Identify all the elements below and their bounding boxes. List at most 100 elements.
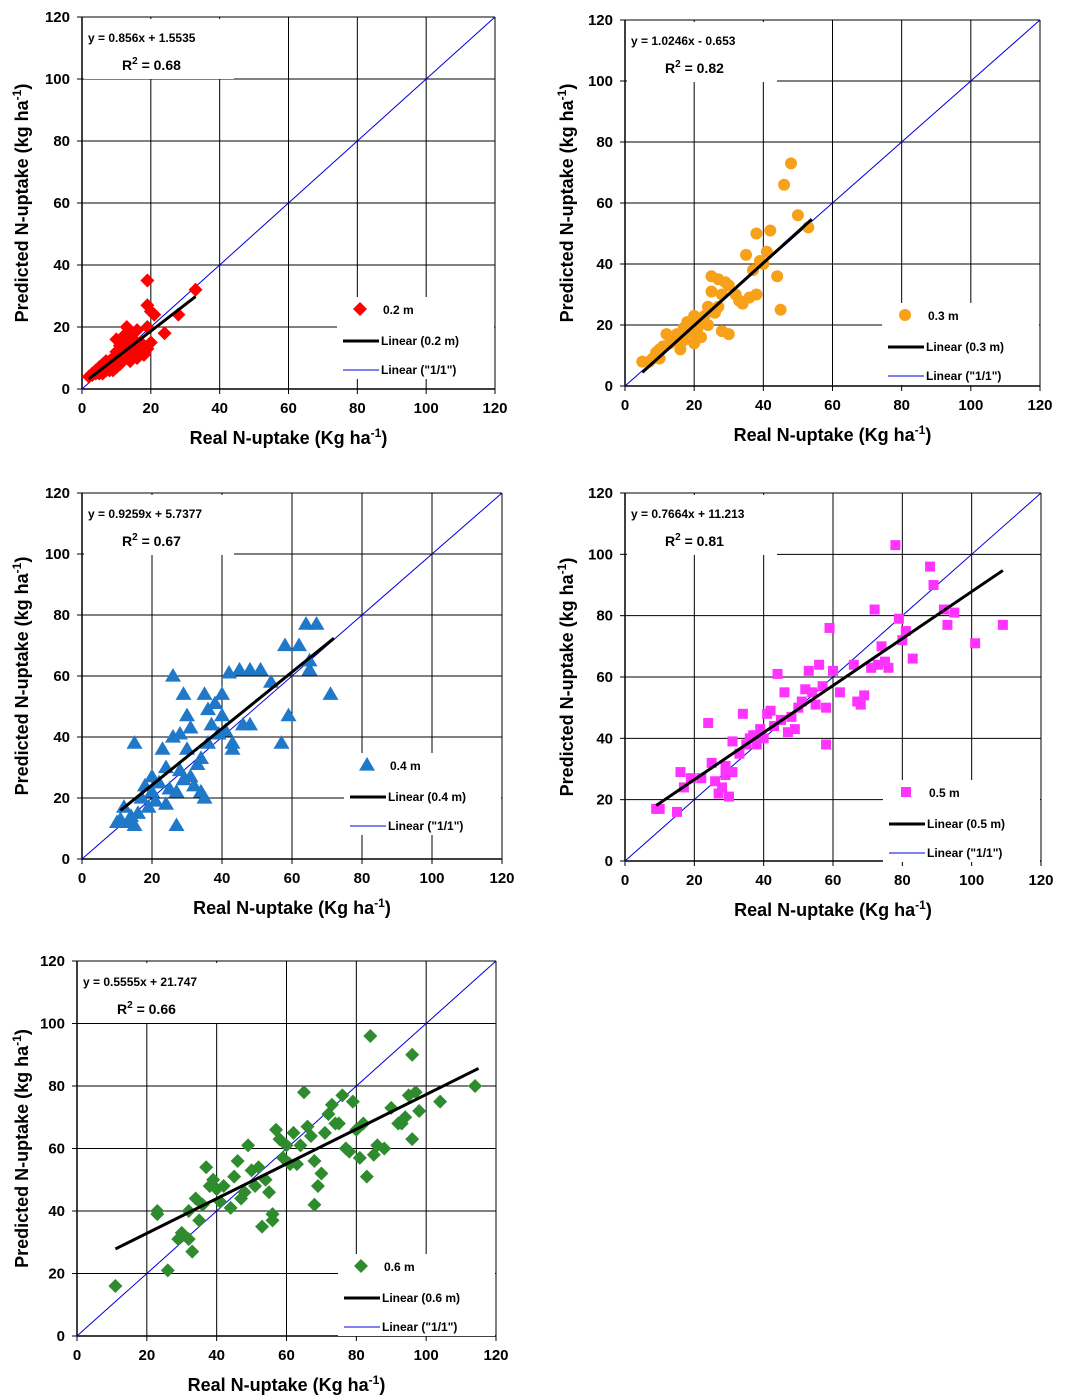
r-squared-prefix: R (122, 57, 132, 73)
y-axis-title: Predicted N-uptake (kg ha-1) (555, 84, 577, 323)
data-point (303, 1129, 318, 1143)
x-axis-title-superscript: -1 (374, 896, 385, 910)
x-tick-label: 0 (621, 872, 629, 889)
data-point (133, 790, 150, 804)
data-point (314, 1166, 329, 1181)
data-point (160, 1263, 175, 1278)
data-point (207, 695, 223, 710)
data-point (308, 616, 325, 630)
data-point (814, 659, 825, 670)
y-axis-title: Predicted N-uptake (kg ha-1) (10, 1029, 32, 1268)
data-point (722, 279, 735, 292)
x-axis-title: Real N-uptake (Kg ha-1) (193, 896, 391, 918)
data-point (175, 686, 192, 700)
y-tick-label: 40 (53, 257, 70, 274)
r-squared-superscript: 2 (127, 1000, 133, 1011)
data-point (727, 767, 738, 778)
data-point (702, 319, 714, 331)
legend-label-trend: Linear (0.3 m) (926, 340, 1004, 354)
y-axis-title-superscript: -1 (10, 562, 24, 573)
data-point (273, 735, 290, 749)
data-point (196, 686, 213, 700)
data-point (172, 725, 188, 740)
data-point (217, 722, 234, 737)
legend-label-trend: Linear (0.6 m) (382, 1291, 460, 1305)
x-tick-label: 80 (893, 397, 910, 414)
data-point (713, 788, 724, 799)
y-tick-label: 20 (53, 319, 70, 336)
data-point (900, 626, 911, 636)
data-point (165, 668, 181, 682)
equation-box (627, 495, 777, 555)
data-points (651, 540, 1008, 817)
x-tick-label: 120 (1028, 872, 1053, 889)
data-point (227, 1169, 242, 1184)
x-axis-title-end: ) (385, 898, 391, 918)
data-point (786, 711, 797, 722)
y-axis-title-text: Predicted N-uptake (kg ha (557, 99, 577, 322)
y-tick-label: 60 (596, 195, 613, 212)
y-tick-label: 20 (53, 790, 70, 807)
data-point (405, 1132, 420, 1147)
x-tick-label: 40 (211, 400, 228, 417)
legend-label-trend: Linear (0.2 m) (381, 334, 459, 348)
x-tick-label: 80 (894, 872, 911, 889)
data-point (298, 616, 314, 630)
data-point (214, 686, 230, 700)
y-axis-title-text: Predicted N-uptake (kg ha (557, 573, 577, 796)
data-point (724, 791, 734, 802)
data-point (468, 1079, 483, 1093)
data-point (216, 1179, 231, 1193)
r-squared-number: = 0.68 (138, 57, 181, 73)
x-tick-label: 80 (348, 1347, 365, 1364)
scatter-chart-0-5m: 0 20 40 60 80 100 120 0 20 40 60 80 100 120 y = 0.7664… (555, 485, 1054, 920)
legend-label-one-to-one: Linear ("1/1") (926, 369, 1001, 383)
y-axis-title: Predicted N-uptake (kg ha-1) (10, 557, 32, 796)
legend-label-series: 0.3 m (928, 309, 959, 323)
x-tick-label: 0 (78, 400, 86, 417)
data-point (108, 1279, 123, 1293)
data-point (296, 1085, 311, 1100)
y-axis-title: Predicted N-uptake (kg ha-1) (555, 558, 577, 797)
data-point (997, 619, 1008, 630)
data-point (703, 718, 714, 728)
y-tick-label: 60 (53, 668, 70, 685)
data-point (869, 604, 880, 615)
x-tick-label: 60 (825, 872, 842, 889)
trend-line (119, 637, 335, 812)
data-point (144, 768, 160, 783)
data-point (179, 741, 195, 755)
y-tick-label: 20 (596, 317, 613, 334)
data-point (848, 659, 859, 670)
scatter-chart-0-2m: 0 20 40 60 80 100 120 0 20 40 60 80 100 120 y = 0.856x… (10, 9, 508, 448)
x-axis-title-end: ) (379, 1375, 385, 1395)
y-tick-label: 100 (45, 71, 70, 88)
data-point (359, 1169, 374, 1184)
x-axis-title-text: Real N-uptake (Kg ha (193, 898, 375, 918)
data-point (322, 686, 339, 700)
data-point (352, 1150, 367, 1165)
data-point (200, 735, 216, 749)
x-axis-title-superscript: -1 (915, 898, 926, 912)
data-point (265, 1213, 280, 1228)
data-point (675, 767, 686, 778)
legend-marker-symbol (354, 1259, 368, 1273)
data-point (925, 561, 936, 572)
r-squared-superscript: 2 (132, 532, 138, 543)
data-point (193, 750, 209, 764)
data-point (796, 696, 807, 707)
data-point (740, 248, 753, 261)
legend-label-series: 0.5 m (929, 786, 960, 800)
x-tick-label: 120 (482, 400, 507, 417)
data-point (758, 733, 769, 744)
data-point (405, 1047, 420, 1062)
y-tick-label: 120 (588, 485, 613, 502)
data-point (880, 656, 890, 667)
data-point (748, 730, 759, 741)
y-tick-label: 60 (48, 1141, 65, 1158)
x-tick-label: 60 (284, 870, 301, 887)
data-point (824, 622, 835, 633)
legend-marker-symbol (899, 309, 911, 321)
data-point (251, 1160, 266, 1175)
data-point (192, 1213, 207, 1228)
